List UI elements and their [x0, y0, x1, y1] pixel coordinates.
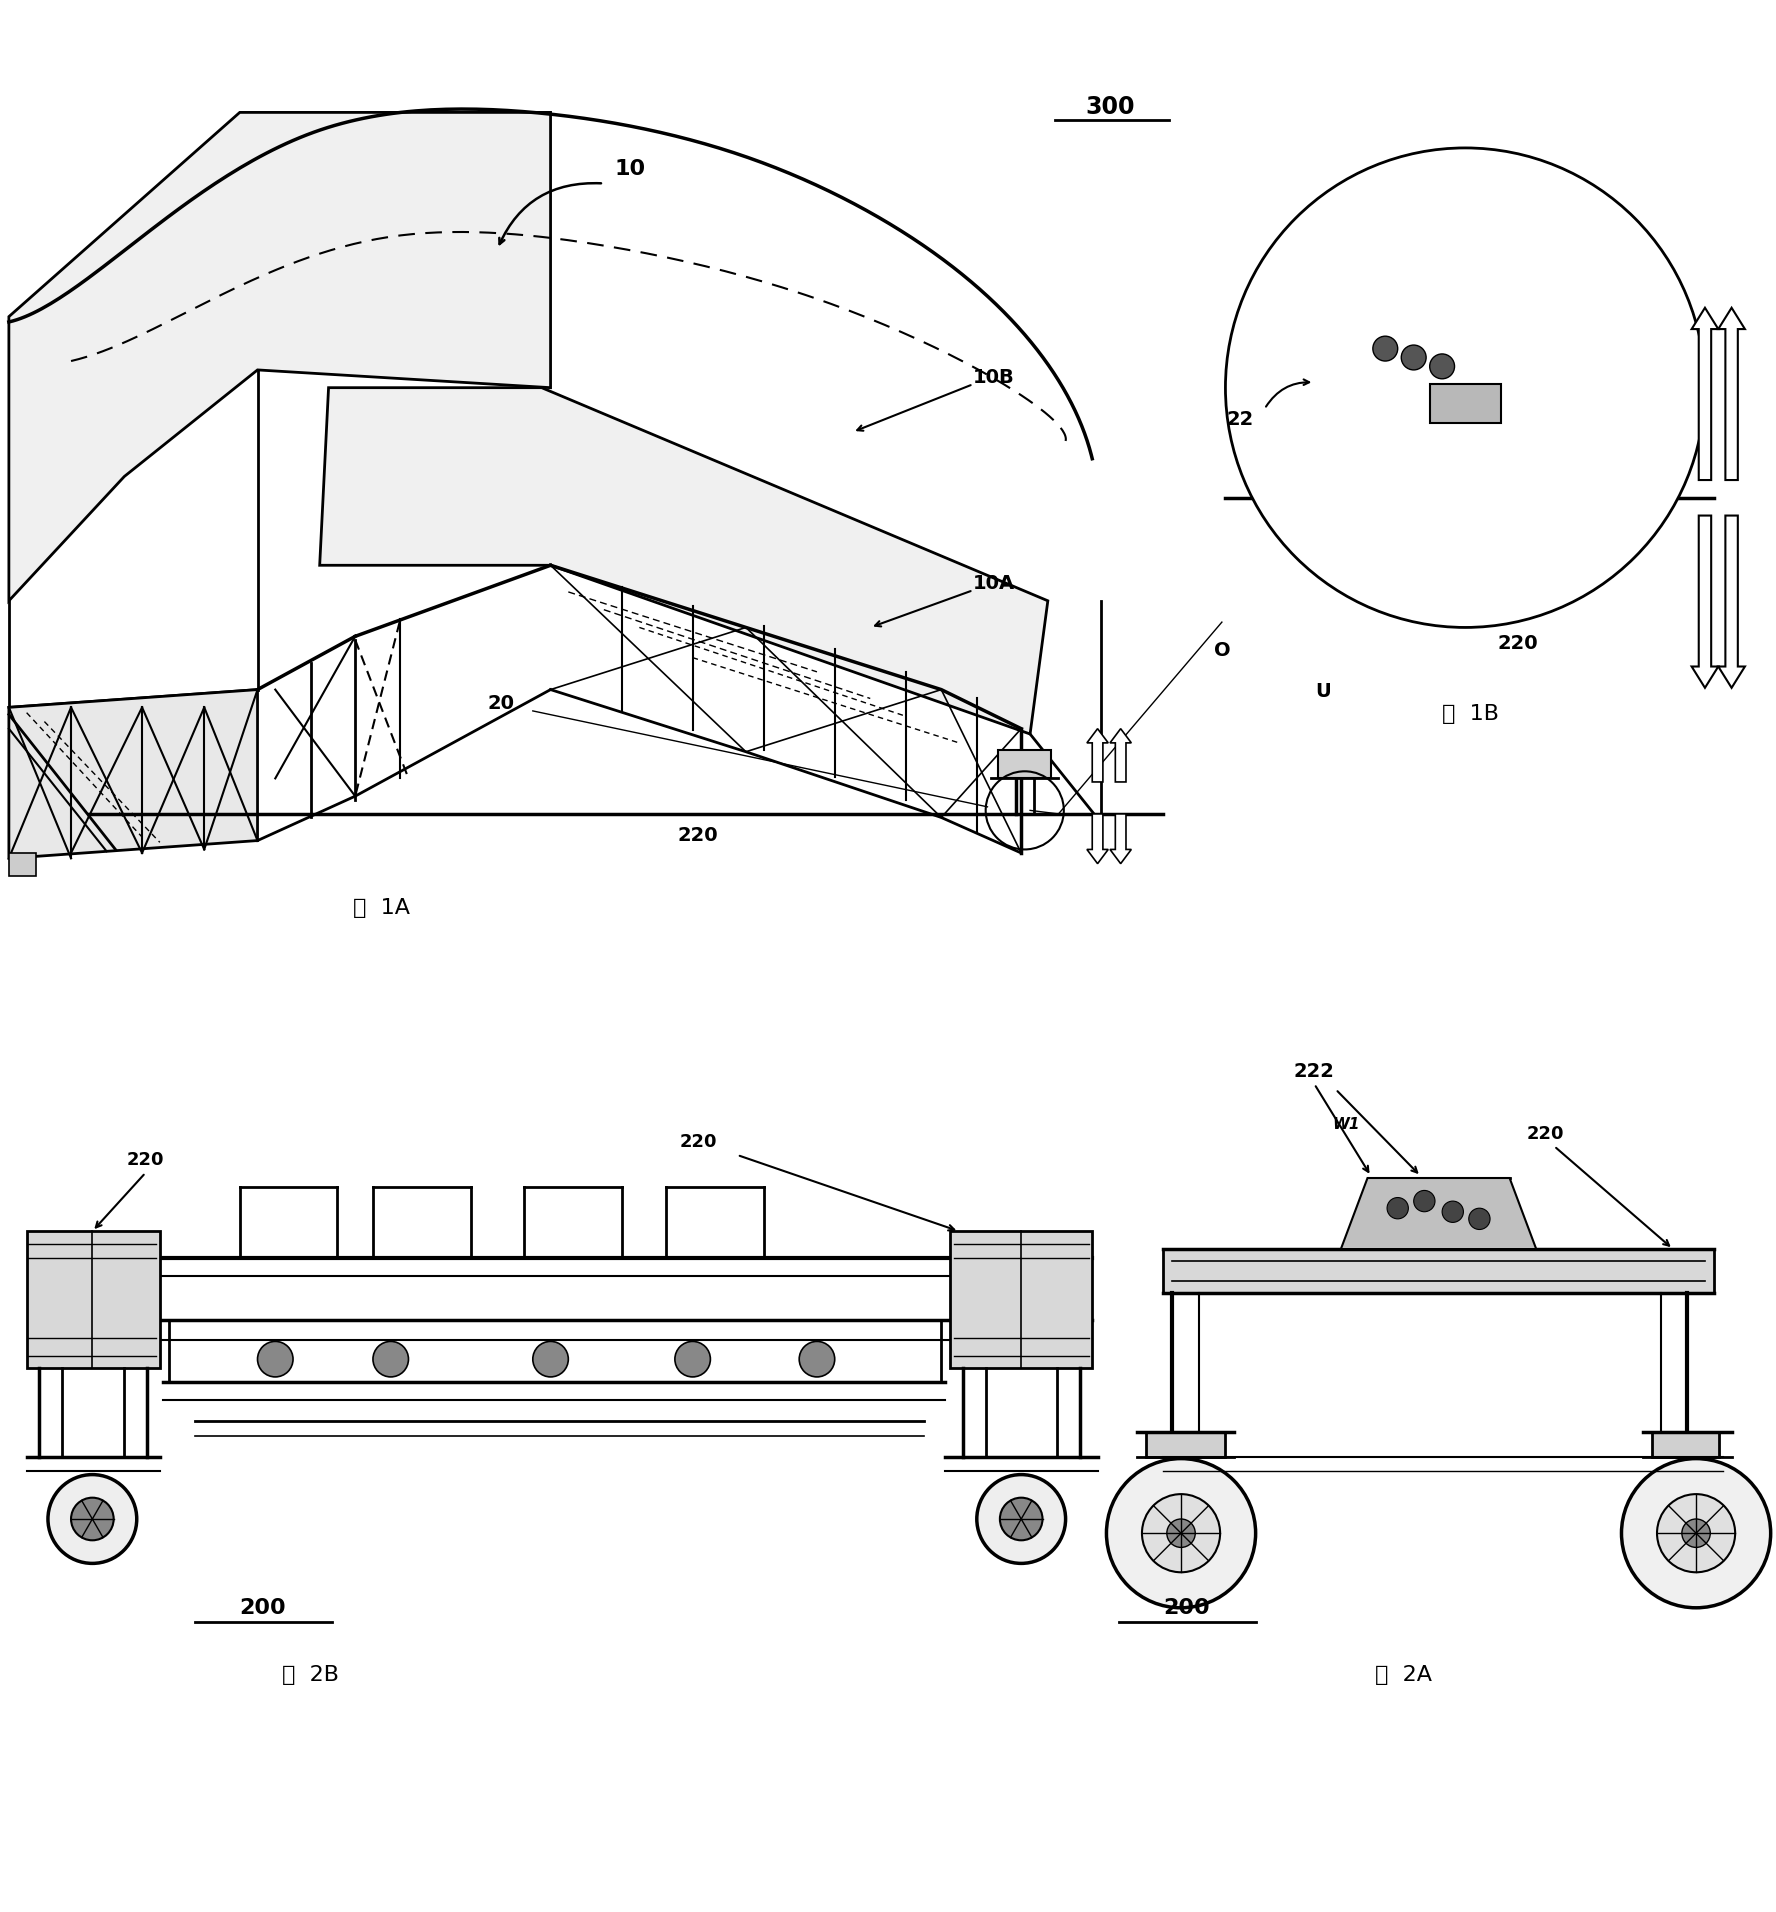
Text: 220: 220	[126, 1151, 165, 1170]
Text: 220: 220	[1497, 635, 1538, 652]
Text: W1: W1	[1332, 1117, 1360, 1132]
FancyArrow shape	[1691, 516, 1717, 688]
Text: 220: 220	[678, 826, 718, 845]
Circle shape	[71, 1497, 114, 1541]
Circle shape	[1401, 344, 1426, 369]
Polygon shape	[27, 1231, 160, 1367]
Text: 图  2B: 图 2B	[282, 1665, 339, 1684]
FancyArrow shape	[1717, 516, 1744, 688]
Circle shape	[1106, 1459, 1256, 1608]
Polygon shape	[9, 690, 258, 858]
Text: 图  1A: 图 1A	[353, 899, 410, 918]
Circle shape	[1657, 1493, 1735, 1572]
FancyArrow shape	[1110, 815, 1131, 864]
FancyArrow shape	[1087, 815, 1108, 864]
Circle shape	[1167, 1518, 1195, 1547]
Circle shape	[1682, 1518, 1710, 1547]
Polygon shape	[998, 750, 1051, 778]
Circle shape	[1414, 1191, 1435, 1212]
Circle shape	[977, 1474, 1066, 1564]
FancyArrow shape	[1717, 308, 1744, 480]
Text: 200: 200	[240, 1598, 286, 1618]
Text: 220: 220	[1526, 1124, 1565, 1143]
Polygon shape	[950, 1231, 1092, 1367]
Circle shape	[1621, 1459, 1771, 1608]
Circle shape	[1430, 354, 1455, 379]
Text: U: U	[1316, 683, 1330, 702]
FancyArrow shape	[1110, 728, 1131, 782]
FancyArrow shape	[1087, 728, 1108, 782]
Text: 图  2A: 图 2A	[1375, 1665, 1431, 1684]
Text: 10A: 10A	[973, 574, 1016, 593]
Polygon shape	[1652, 1432, 1719, 1457]
Polygon shape	[9, 113, 551, 600]
Text: O: O	[1213, 641, 1231, 660]
Text: 20: 20	[487, 694, 515, 713]
Circle shape	[799, 1342, 835, 1377]
Text: 220: 220	[678, 1134, 718, 1151]
Polygon shape	[1163, 1249, 1714, 1293]
Circle shape	[533, 1342, 568, 1377]
Text: 222: 222	[1293, 1061, 1336, 1080]
Polygon shape	[1430, 384, 1501, 423]
FancyArrow shape	[1691, 308, 1717, 480]
Circle shape	[373, 1342, 408, 1377]
Circle shape	[675, 1342, 710, 1377]
Text: 200: 200	[1163, 1598, 1209, 1618]
Polygon shape	[320, 388, 1048, 734]
Polygon shape	[9, 853, 36, 876]
Text: 10: 10	[614, 159, 646, 180]
Circle shape	[1142, 1493, 1220, 1572]
Polygon shape	[1146, 1432, 1225, 1457]
Circle shape	[48, 1474, 137, 1564]
Text: 10B: 10B	[973, 367, 1016, 386]
Circle shape	[1387, 1197, 1408, 1218]
Circle shape	[1000, 1497, 1043, 1541]
Polygon shape	[1341, 1178, 1536, 1249]
Text: 图  1B: 图 1B	[1442, 704, 1499, 725]
Text: 22: 22	[1225, 411, 1254, 428]
Circle shape	[1442, 1201, 1463, 1222]
Circle shape	[1225, 147, 1705, 627]
Circle shape	[1469, 1208, 1490, 1229]
Text: 300: 300	[1085, 96, 1135, 119]
Circle shape	[258, 1342, 293, 1377]
Circle shape	[1373, 337, 1398, 361]
